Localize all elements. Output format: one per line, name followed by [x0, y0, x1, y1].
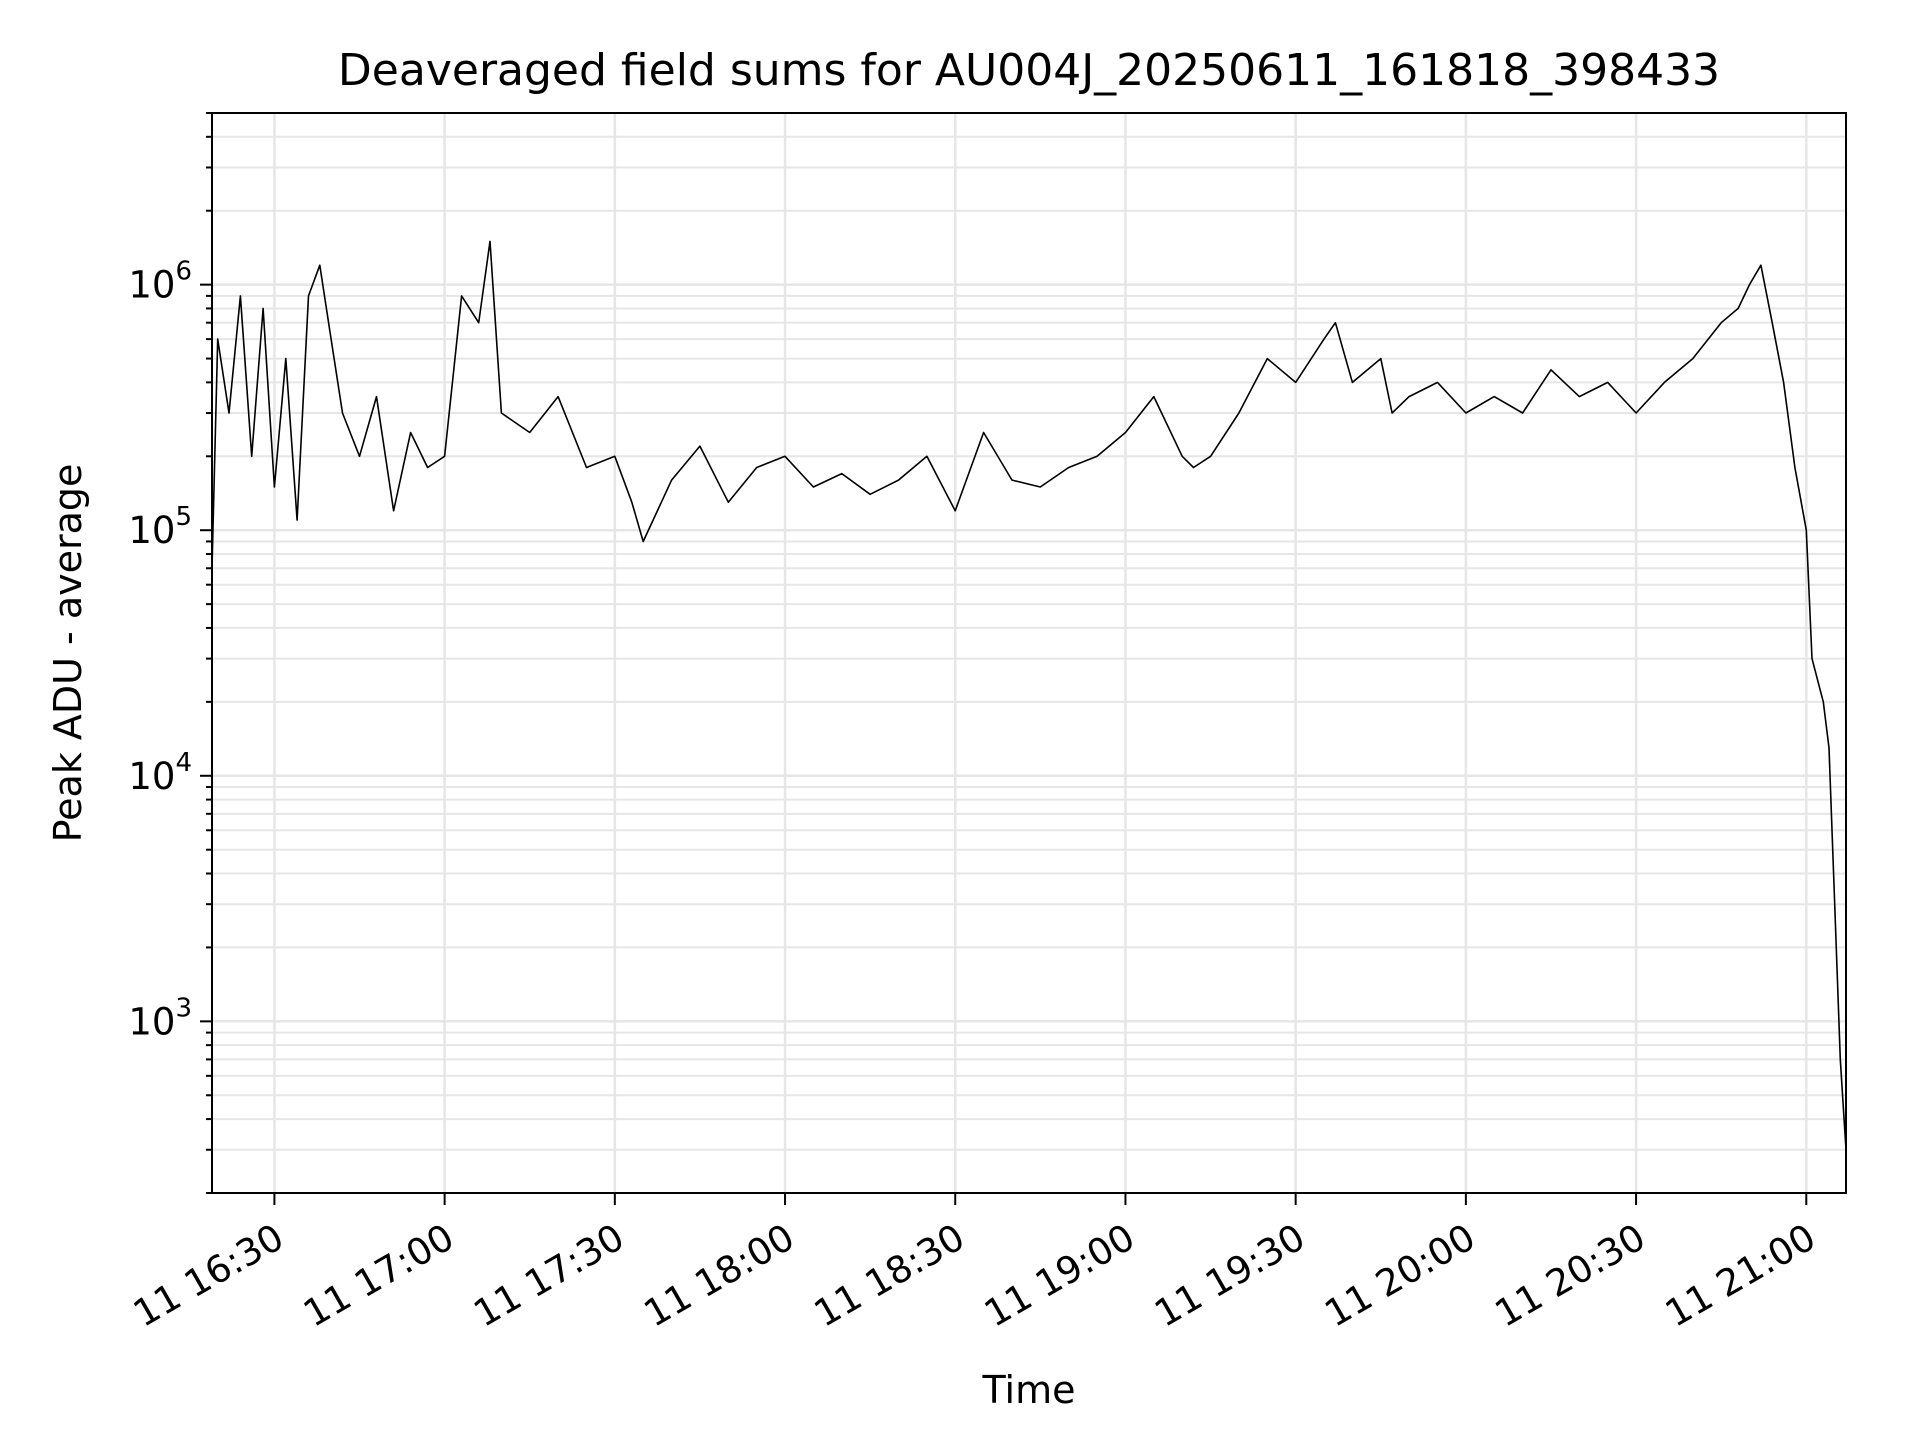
- y-tick-label: 103: [128, 993, 192, 1043]
- x-tick-label: 11 16:30: [126, 1216, 291, 1336]
- x-axis-label: Time: [982, 1368, 1076, 1412]
- x-tick-label: 11 21:00: [1658, 1216, 1823, 1336]
- x-tick-label: 11 17:00: [296, 1216, 461, 1336]
- plot-frame: [211, 112, 1847, 1194]
- x-tick-label: 11 18:00: [637, 1216, 802, 1336]
- x-tick-label: 11 19:30: [1147, 1216, 1312, 1336]
- y-tick-label: 104: [128, 748, 192, 798]
- grid-layer: [212, 112, 1846, 1194]
- chart-title: Deaveraged field sums for AU004J_2025061…: [338, 45, 1720, 96]
- y-axis-label: Peak ADU - average: [46, 464, 90, 843]
- series-line: [211, 240, 1847, 1150]
- x-tick-label: 11 19:00: [977, 1216, 1142, 1336]
- x-tick-label: 11 17:30: [467, 1216, 632, 1336]
- series-layer: [211, 240, 1847, 1150]
- y-tick-label: 106: [128, 257, 192, 307]
- x-tick-label: 11 20:30: [1488, 1216, 1653, 1336]
- y-tick-label: 105: [128, 502, 192, 552]
- x-tick-label: 11 18:30: [807, 1216, 972, 1336]
- x-tick-label: 11 20:00: [1318, 1216, 1483, 1336]
